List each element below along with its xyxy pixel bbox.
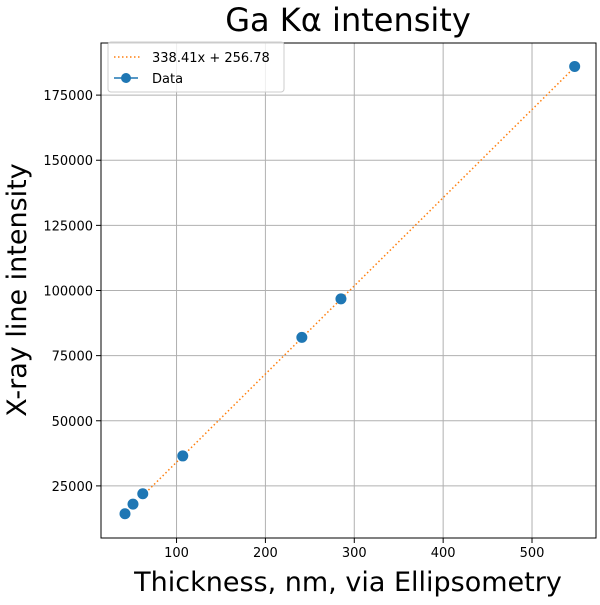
x-axis-title: Thickness, nm, via Ellipsometry [133, 567, 562, 598]
x-tick-label: 300 [342, 546, 367, 561]
y-tick-label: 100000 [43, 285, 93, 300]
y-tick-label: 150000 [43, 154, 93, 169]
data-point [296, 331, 308, 343]
data-point [127, 498, 139, 510]
legend-box [107, 41, 285, 93]
legend-label-data: Data [152, 72, 183, 87]
legend-data-marker [121, 73, 131, 83]
fit-line [142, 66, 576, 497]
legend: 338.41x + 256.78 Data [107, 41, 285, 93]
x-tick-label: 200 [253, 546, 278, 561]
fit-line-layer [142, 66, 576, 497]
y-tick-label: 175000 [43, 89, 93, 104]
data-point [119, 508, 131, 520]
y-axis-ticks: 25000 50000 75000 100000 125000 150000 175000 [43, 89, 101, 495]
legend-label-fit: 338.41x + 256.78 [152, 51, 270, 66]
data-point [335, 293, 347, 305]
x-tick-label: 500 [520, 546, 545, 561]
data-point [137, 488, 149, 500]
y-tick-label: 25000 [52, 480, 93, 495]
data-point [177, 450, 189, 462]
chart-title: Ga Kα intensity [225, 1, 471, 39]
y-tick-label: 50000 [52, 415, 93, 430]
y-tick-label: 75000 [52, 350, 93, 365]
x-tick-label: 400 [431, 546, 456, 561]
data-points-layer [119, 60, 581, 520]
x-axis-ticks: 100 200 300 400 500 [164, 538, 544, 561]
x-tick-label: 100 [164, 546, 189, 561]
y-tick-label: 125000 [43, 219, 93, 234]
data-point [569, 60, 581, 72]
grid-lines [101, 43, 596, 538]
y-axis-title: X-ray line intensity [2, 163, 33, 416]
